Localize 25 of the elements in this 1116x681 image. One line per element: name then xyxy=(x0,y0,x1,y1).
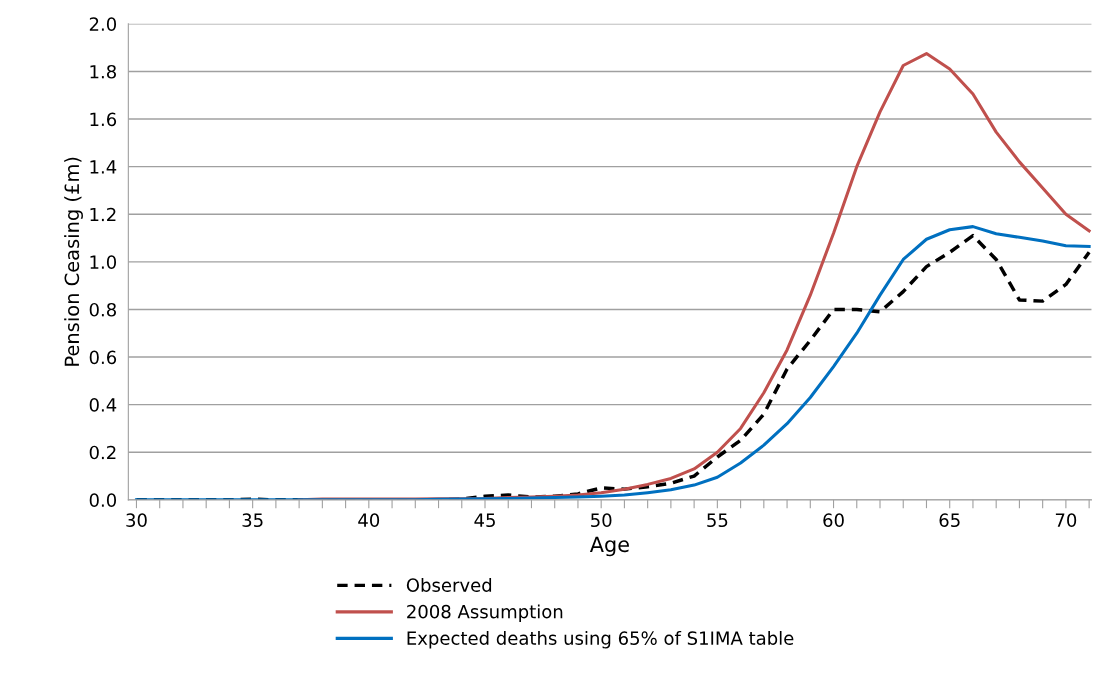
x-tick-label: 60 xyxy=(823,513,844,528)
x-tick-label: 40 xyxy=(358,513,380,528)
y-tick-label: 0.8 xyxy=(89,302,116,317)
y-tick-label: 2.0 xyxy=(89,17,117,31)
x-tick-label: 50 xyxy=(591,513,612,528)
x-tick-label: 65 xyxy=(939,513,960,528)
y-tick-label: 1.8 xyxy=(90,64,116,79)
legend-label: Observed xyxy=(406,577,492,592)
y-tick-label: 0.0 xyxy=(89,493,117,507)
x-tick-label: 35 xyxy=(242,513,263,528)
y-tick-label: 1.2 xyxy=(90,207,116,222)
x-tick-label: 45 xyxy=(474,513,495,528)
y-tick-label: 0.4 xyxy=(89,398,117,412)
y-tick-label: 1.6 xyxy=(90,112,117,127)
x-tick-label: 70 xyxy=(1055,513,1077,528)
y-tick-label: 1.4 xyxy=(90,160,117,174)
legend-label: Expected deaths using 65% of S1IMA table xyxy=(407,630,794,649)
legend-label: 2008 Assumption xyxy=(407,604,563,622)
y-tick-label: 0.2 xyxy=(89,445,116,460)
y-tick-label: 0.6 xyxy=(89,350,117,365)
y-tick-label: 1.0 xyxy=(90,255,117,269)
y-axis-title: Pension Ceasing (£m) xyxy=(64,157,83,366)
x-tick-label: 55 xyxy=(707,513,728,528)
x-tick-label: 30 xyxy=(126,513,147,528)
x-axis-title: Age xyxy=(589,536,629,557)
